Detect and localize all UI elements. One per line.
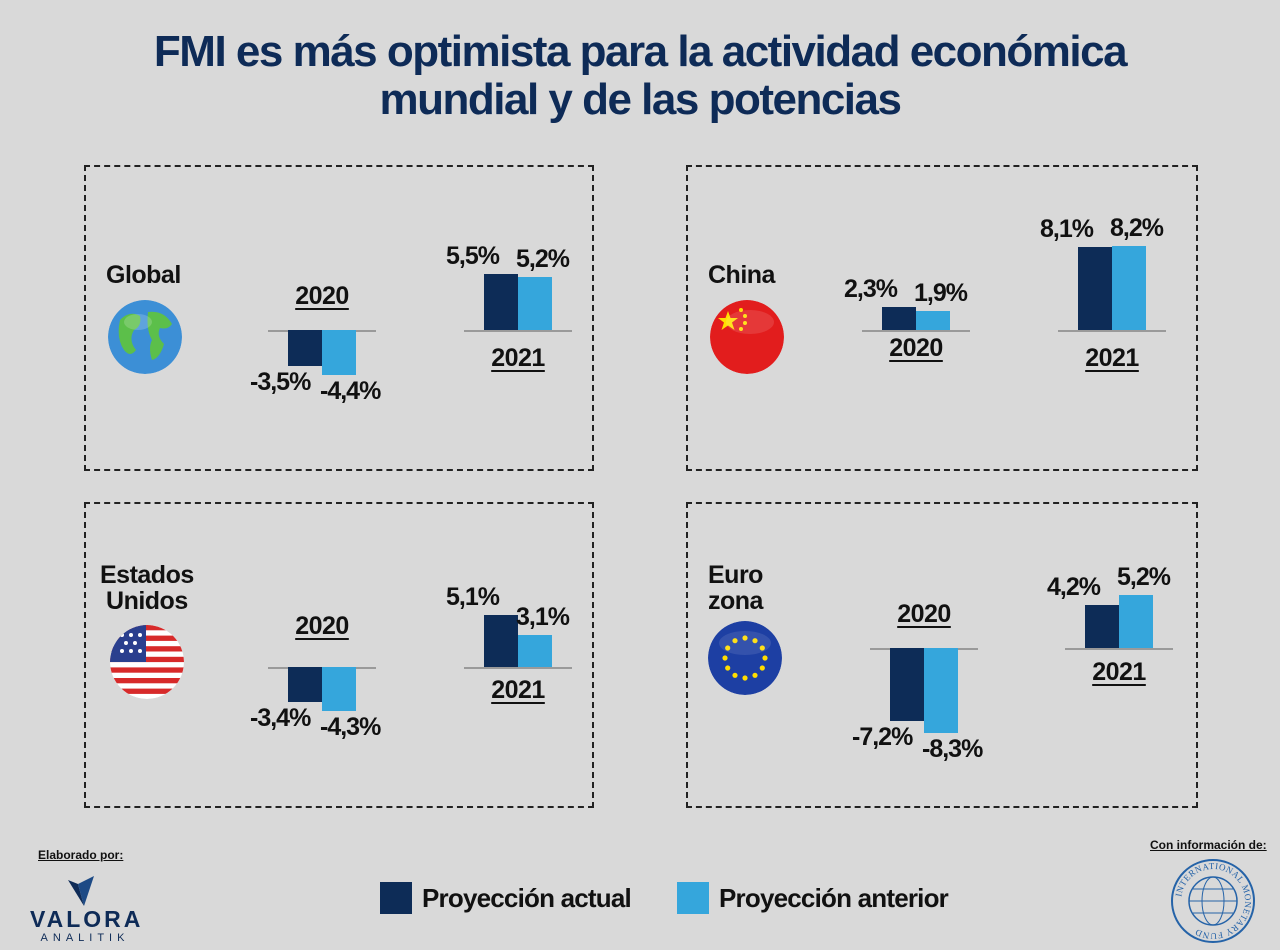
valora-logo-icon bbox=[68, 876, 94, 906]
value-label: -4,3% bbox=[320, 712, 381, 741]
title-line-2: mundial y de las potencias bbox=[379, 75, 902, 124]
value-label: 8,2% bbox=[1110, 214, 1164, 243]
legend-label-anterior: Proyección anterior bbox=[719, 883, 949, 913]
bar-actual-2020 bbox=[890, 648, 924, 722]
value-label: 8,1% bbox=[1040, 215, 1094, 244]
bar-actual-2020 bbox=[288, 330, 322, 366]
bar-anterior-2021 bbox=[1112, 246, 1146, 330]
source-block: Con información de: INTERNATIONAL MONETA… bbox=[1150, 838, 1267, 943]
year-label-2021: 2021 bbox=[491, 676, 545, 704]
bar-anterior-2020 bbox=[924, 648, 958, 733]
bar-anterior-2020 bbox=[916, 310, 950, 330]
brand-subtitle: ANALITIK bbox=[40, 932, 130, 944]
bar-actual-2021 bbox=[1078, 247, 1112, 330]
chart-panel-2 bbox=[84, 502, 594, 808]
baseline bbox=[464, 330, 572, 332]
year-label-2020: 2020 bbox=[295, 282, 349, 310]
baseline bbox=[862, 330, 970, 332]
chart-panel-3 bbox=[686, 502, 1198, 808]
year-label-2020: 2020 bbox=[889, 334, 943, 362]
chart-panel-0 bbox=[84, 165, 594, 471]
value-label: -4,4% bbox=[320, 376, 381, 405]
year-label-2020: 2020 bbox=[897, 600, 951, 628]
value-label: 4,2% bbox=[1047, 573, 1101, 602]
value-label: -8,3% bbox=[922, 734, 983, 763]
made-by-label: Elaborado por: bbox=[38, 848, 124, 862]
bar-actual-2021 bbox=[1085, 605, 1119, 648]
value-label: 5,1% bbox=[446, 582, 500, 611]
baseline bbox=[1065, 648, 1173, 650]
bar-anterior-2021 bbox=[1119, 594, 1153, 648]
brand-name: VALORA bbox=[30, 906, 144, 932]
baseline bbox=[1058, 330, 1166, 332]
bar-actual-2020 bbox=[288, 667, 322, 702]
brand-block: Elaborado por: VALORA ANALITIK bbox=[30, 848, 140, 944]
value-label: 5,2% bbox=[516, 244, 570, 273]
value-label: 3,1% bbox=[516, 603, 570, 632]
value-label: 2,3% bbox=[844, 274, 898, 303]
bar-anterior-2021 bbox=[518, 276, 552, 330]
usa-flag-icon bbox=[110, 625, 184, 699]
title-line-1: FMI es más optimista para la actividad e… bbox=[153, 27, 1128, 76]
legend-swatch-anterior bbox=[677, 882, 709, 914]
chart-panel-1 bbox=[686, 165, 1198, 471]
bar-actual-2021 bbox=[484, 614, 518, 667]
legend-label-actual: Proyección actual bbox=[422, 883, 632, 913]
year-label-2020: 2020 bbox=[295, 612, 349, 640]
value-label: -3,5% bbox=[250, 367, 311, 396]
bar-actual-2020 bbox=[882, 306, 916, 330]
year-label-2021: 2021 bbox=[1092, 658, 1146, 686]
value-label: 5,5% bbox=[446, 241, 500, 270]
year-label-2021: 2021 bbox=[1085, 344, 1139, 372]
region-name: Global bbox=[106, 261, 181, 289]
value-label: 1,9% bbox=[914, 278, 968, 307]
legend-swatch-actual bbox=[380, 882, 412, 914]
bar-anterior-2020 bbox=[322, 330, 356, 375]
baseline bbox=[464, 667, 572, 669]
china-flag-icon bbox=[710, 300, 784, 374]
region-name: Euro zona bbox=[708, 561, 763, 615]
page-title: FMI es más optimista para la actividad e… bbox=[0, 28, 1280, 124]
value-label: -7,2% bbox=[852, 723, 913, 752]
bar-anterior-2021 bbox=[518, 635, 552, 667]
value-label: -3,4% bbox=[250, 703, 311, 732]
bar-actual-2021 bbox=[484, 273, 518, 330]
region-name: China bbox=[708, 261, 775, 289]
bar-anterior-2020 bbox=[322, 667, 356, 711]
eu-flag-icon bbox=[708, 621, 782, 695]
source-label: Con información de: bbox=[1150, 838, 1267, 852]
globe-icon bbox=[108, 300, 182, 374]
year-label-2021: 2021 bbox=[491, 344, 545, 372]
imf-seal-icon: INTERNATIONAL MONETARY FUND bbox=[1171, 859, 1255, 943]
value-label: 5,2% bbox=[1117, 562, 1171, 591]
region-name: Estados Unidos bbox=[100, 561, 194, 615]
